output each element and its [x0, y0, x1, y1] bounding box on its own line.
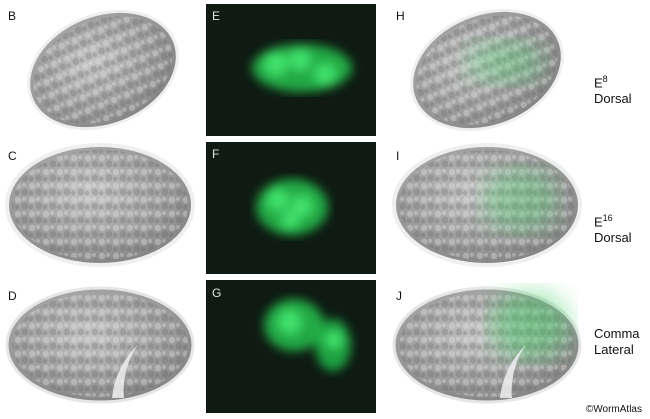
- dic-image-d: [5, 286, 195, 404]
- copyright-credit: ©WormAtlas: [585, 404, 642, 415]
- stage-label-e8: E8 Dorsal: [594, 71, 632, 107]
- stage-base: E: [594, 75, 603, 91]
- panel-label-g: G: [212, 286, 222, 300]
- stage-label-comma: Comma Lateral: [594, 326, 640, 358]
- stage-base: E: [594, 214, 603, 230]
- stage-view: Dorsal: [594, 91, 632, 107]
- panel-label-d: D: [8, 289, 17, 303]
- panel-label-f: F: [212, 147, 220, 161]
- gfp-signal-f: [256, 179, 328, 235]
- panel-label-h: H: [396, 9, 405, 23]
- gfp-signal-e: [252, 44, 352, 92]
- stage-view: Lateral: [594, 342, 634, 357]
- stage-sup: 16: [602, 213, 613, 223]
- stage-view: Dorsal: [594, 230, 632, 246]
- stage-sup: 8: [602, 74, 608, 84]
- stage-label-e16: E16 Dorsal: [594, 210, 632, 246]
- merged-image-i: [392, 143, 582, 267]
- panel-label-c: C: [8, 149, 17, 163]
- merged-image-j: [392, 286, 582, 404]
- panel-label-e: E: [212, 9, 221, 23]
- panel-label-j: J: [396, 289, 402, 303]
- stage-base: Comma: [594, 326, 640, 341]
- merged-image-h: [410, 8, 564, 132]
- panel-label-i: I: [396, 149, 400, 163]
- dic-image-b: [27, 9, 179, 131]
- dic-image-c: [5, 143, 195, 267]
- gfp-signal-g: [264, 299, 351, 371]
- panel-label-b: B: [8, 9, 17, 23]
